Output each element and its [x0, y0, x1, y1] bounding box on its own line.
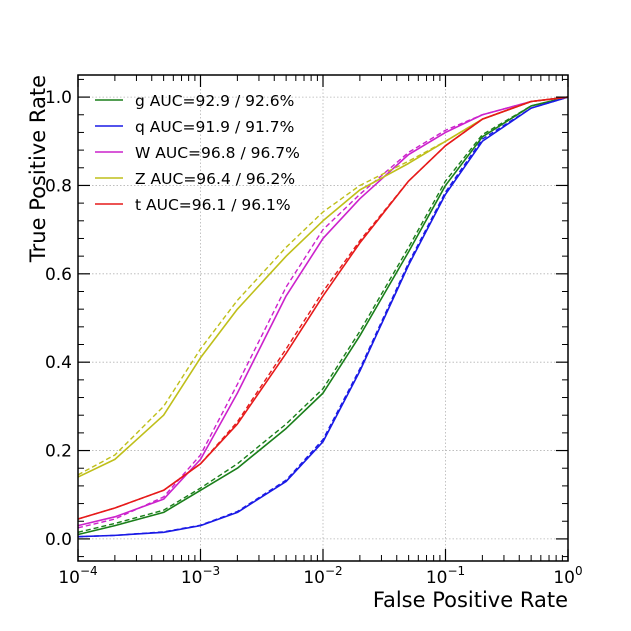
legend-label-Z: Z AUC=96.4 / 96.2%	[135, 170, 295, 188]
y-tick-label: 0.2	[45, 442, 72, 462]
y-tick-label: 1.0	[45, 88, 72, 108]
series-dashed-line-q	[77, 96, 569, 538]
legend-label-W: W AUC=96.8 / 96.7%	[135, 144, 300, 162]
series-line-q	[77, 96, 569, 538]
series-dashed-line-g	[77, 96, 569, 533]
x-tick-label: 10−3	[181, 564, 220, 588]
axis-ticks	[77, 75, 569, 561]
y-tick-label: 0.4	[45, 353, 72, 373]
x-tick-label: 10−2	[303, 564, 342, 588]
y-tick-label: 0.6	[45, 265, 72, 285]
x-axis-title: False Positive Rate	[373, 588, 568, 612]
y-tick-label: 0.0	[45, 530, 72, 550]
y-axis-title: True Positive Rate	[26, 75, 50, 263]
legend: g AUC=92.9 / 92.6% q AUC=91.9 / 91.7% W AU…	[95, 92, 300, 214]
x-tick-label: 100	[553, 564, 582, 588]
legend-label-q: q AUC=91.9 / 91.7%	[135, 118, 294, 136]
legend-label-t: t AUC=96.1 / 96.1%	[135, 196, 291, 214]
series-dashed-line-W	[77, 96, 569, 529]
legend-label-g: g AUC=92.9 / 92.6%	[135, 92, 294, 110]
x-tick-label: 10−1	[426, 564, 465, 588]
y-tick-labels: 0.0 0.2 0.4 0.6 0.8 1.0	[45, 88, 72, 550]
series-dashed-line-t	[77, 96, 569, 520]
y-tick-label: 0.8	[45, 176, 72, 196]
x-tick-label: 10−4	[58, 564, 97, 588]
x-tick-labels: 10−4 10−3 10−2 10−1 100	[58, 564, 582, 588]
series-line-g	[77, 96, 569, 536]
series-lines	[77, 96, 569, 538]
